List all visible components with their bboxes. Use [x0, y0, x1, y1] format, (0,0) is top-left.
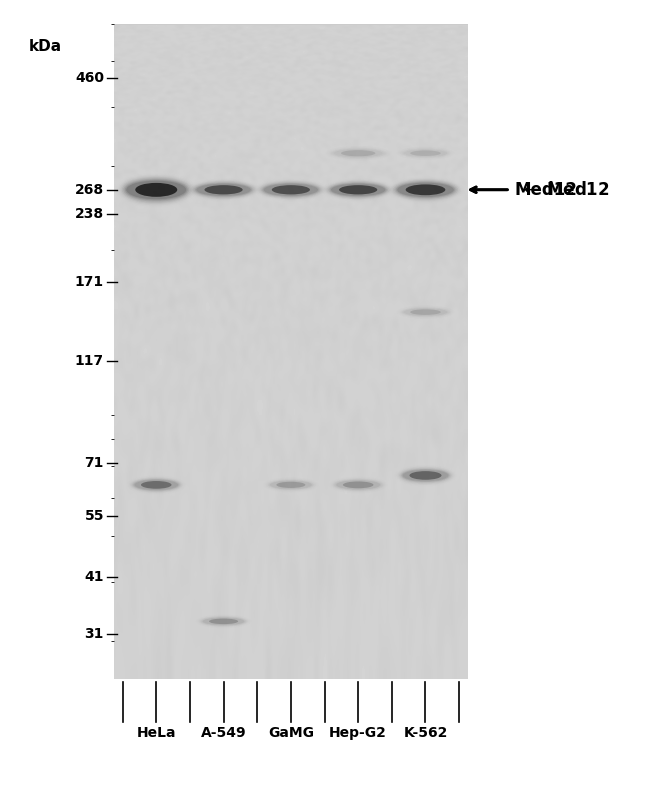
Text: 268: 268 [75, 183, 104, 196]
Ellipse shape [119, 175, 194, 205]
Text: 31: 31 [84, 627, 104, 641]
Ellipse shape [410, 151, 441, 156]
Text: 460: 460 [75, 72, 104, 85]
Ellipse shape [125, 180, 188, 200]
Ellipse shape [399, 468, 452, 484]
Text: kDa: kDa [29, 39, 62, 54]
Ellipse shape [132, 478, 180, 492]
Ellipse shape [328, 182, 388, 197]
Ellipse shape [406, 185, 445, 195]
Ellipse shape [135, 183, 177, 196]
Ellipse shape [122, 178, 190, 203]
Ellipse shape [133, 479, 179, 491]
Ellipse shape [205, 185, 242, 194]
Ellipse shape [336, 481, 380, 489]
Ellipse shape [343, 481, 374, 488]
Ellipse shape [202, 617, 245, 626]
Text: GaMG: GaMG [268, 726, 314, 740]
Text: A-549: A-549 [201, 726, 246, 740]
Ellipse shape [402, 469, 450, 482]
Ellipse shape [396, 181, 455, 198]
Ellipse shape [262, 183, 320, 196]
Ellipse shape [190, 180, 257, 200]
Ellipse shape [335, 480, 381, 490]
Ellipse shape [390, 178, 461, 202]
Ellipse shape [272, 185, 310, 194]
Ellipse shape [194, 182, 254, 197]
Ellipse shape [402, 469, 448, 481]
Ellipse shape [191, 181, 256, 200]
Ellipse shape [410, 471, 441, 480]
Ellipse shape [195, 183, 252, 196]
Ellipse shape [270, 481, 311, 489]
Ellipse shape [259, 181, 322, 198]
Ellipse shape [339, 185, 377, 194]
Ellipse shape [258, 181, 324, 200]
Text: 55: 55 [84, 509, 104, 523]
Ellipse shape [209, 619, 238, 624]
Ellipse shape [330, 183, 387, 196]
Ellipse shape [126, 181, 187, 200]
Ellipse shape [391, 179, 460, 201]
Ellipse shape [324, 180, 392, 200]
Ellipse shape [124, 178, 189, 202]
Text: Hep-G2: Hep-G2 [330, 726, 387, 740]
Ellipse shape [326, 181, 391, 200]
Text: 171: 171 [75, 275, 104, 290]
Text: Med12: Med12 [515, 181, 578, 199]
Text: $\leftarrow$ Med12: $\leftarrow$ Med12 [520, 181, 610, 199]
Text: 117: 117 [75, 353, 104, 368]
Ellipse shape [331, 184, 385, 196]
Ellipse shape [141, 481, 172, 488]
Ellipse shape [264, 184, 318, 196]
Ellipse shape [410, 309, 441, 315]
Ellipse shape [276, 482, 306, 488]
Ellipse shape [341, 150, 375, 156]
Ellipse shape [397, 183, 454, 197]
Text: 41: 41 [84, 570, 104, 584]
Ellipse shape [327, 181, 389, 198]
Ellipse shape [131, 478, 181, 492]
Ellipse shape [395, 181, 457, 199]
Text: 71: 71 [84, 457, 104, 470]
Ellipse shape [261, 182, 321, 197]
Ellipse shape [196, 184, 251, 196]
Ellipse shape [203, 618, 244, 625]
Ellipse shape [393, 180, 458, 200]
Text: K-562: K-562 [403, 726, 448, 740]
Text: HeLa: HeLa [136, 726, 176, 740]
Ellipse shape [192, 181, 255, 198]
Ellipse shape [120, 176, 192, 204]
Ellipse shape [400, 469, 450, 483]
Ellipse shape [135, 480, 178, 490]
Ellipse shape [398, 467, 453, 484]
Text: 238: 238 [75, 208, 104, 221]
